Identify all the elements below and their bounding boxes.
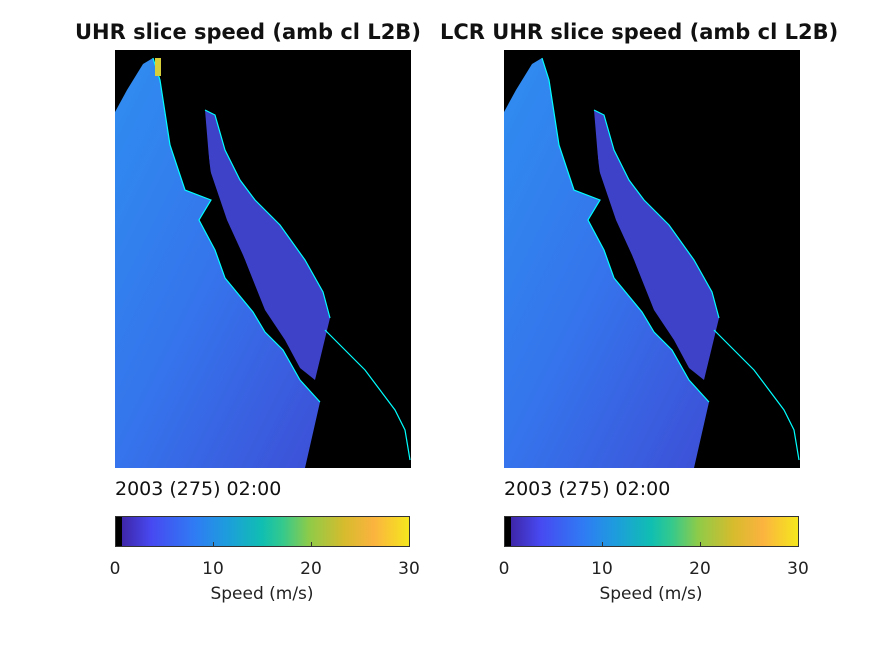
right-colorbar <box>504 516 799 547</box>
gulf-east-coast <box>593 109 720 319</box>
left-colorbar <box>115 516 410 547</box>
left-plot-title: UHR slice speed (amb cl L2B) <box>75 20 421 44</box>
right-tick-10 <box>602 542 603 547</box>
right-timestamp: 2003 (275) 02:00 <box>504 478 671 500</box>
left-tick-20 <box>311 542 312 547</box>
baja-land <box>580 112 702 384</box>
pacific-ocean <box>504 58 709 468</box>
gulf-east-coast <box>204 109 331 319</box>
left-tick-10 <box>213 542 214 547</box>
baja-west-coast <box>152 57 321 403</box>
right-ticklabel-20: 20 <box>689 559 711 579</box>
left-ticklabel-10: 10 <box>202 559 224 579</box>
left-ticklabel-0: 0 <box>109 559 121 579</box>
right-tick-0 <box>504 542 505 547</box>
right-speed-map <box>504 50 800 468</box>
baja-west-coast <box>541 57 710 403</box>
left-tick-0 <box>115 542 116 547</box>
right-plot-title: LCR UHR slice speed (amb cl L2B) <box>440 20 839 44</box>
right-ticklabel-10: 10 <box>591 559 613 579</box>
right-colorbar-label: Speed (m/s) <box>599 584 703 604</box>
right-tick-30 <box>798 542 799 547</box>
mainland-coast <box>713 329 800 461</box>
right-ticklabel-0: 0 <box>498 559 510 579</box>
left-tick-30 <box>409 542 410 547</box>
mainland-coast <box>324 329 411 461</box>
left-ticklabel-20: 20 <box>300 559 322 579</box>
right-tick-20 <box>700 542 701 547</box>
gulf-of-california <box>205 110 330 380</box>
gulf-of-california <box>594 110 719 380</box>
baja-land <box>191 112 313 384</box>
left-timestamp: 2003 (275) 02:00 <box>115 478 282 500</box>
left-speed-map <box>115 50 411 468</box>
right-ticklabel-30: 30 <box>787 559 809 579</box>
pacific-ocean <box>115 58 320 468</box>
left-colorbar-label: Speed (m/s) <box>210 584 314 604</box>
left-ticklabel-30: 30 <box>398 559 420 579</box>
